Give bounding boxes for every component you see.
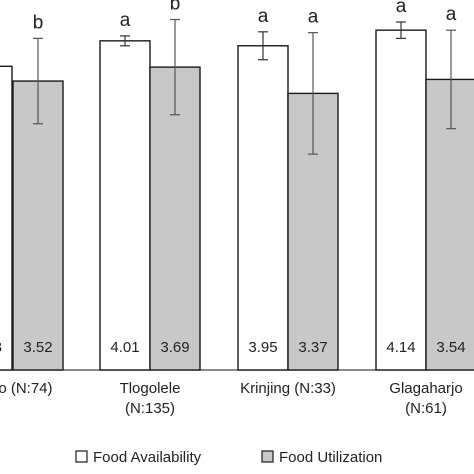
bar-availability-0-partial xyxy=(0,65,13,371)
data-label: 3.95 xyxy=(248,339,277,356)
bar-availability-3 xyxy=(375,29,427,371)
category-label: wo (N:74) xyxy=(0,380,53,397)
data-label: 4.14 xyxy=(386,339,415,356)
bar-utilization-3 xyxy=(425,78,474,371)
legend-swatch xyxy=(261,450,274,463)
data-label: 3.54 xyxy=(436,339,465,356)
data-label-partial: 3 xyxy=(0,339,2,356)
significance-letter: b xyxy=(170,0,181,15)
bar-availability-2 xyxy=(237,45,289,371)
bar-availability-1 xyxy=(99,40,151,371)
category-label: (N:61) xyxy=(405,400,447,417)
significance-letter: b xyxy=(33,12,44,33)
data-label: 3.69 xyxy=(160,339,189,356)
category-label: (N:135) xyxy=(125,400,175,417)
significance-letter: a xyxy=(120,10,131,31)
significance-letter: a xyxy=(396,0,407,17)
significance-letter: a xyxy=(446,4,457,25)
legend-label: Food Utilization xyxy=(279,449,382,466)
category-label: Tlogolele xyxy=(120,380,181,397)
category-label: Glagaharjo xyxy=(389,380,462,397)
bar-utilization-1 xyxy=(149,66,201,371)
legend-swatch xyxy=(75,450,88,463)
data-label: 3.52 xyxy=(23,339,52,356)
data-label: 3.37 xyxy=(298,339,327,356)
category-label: Krinjing (N:33) xyxy=(240,380,336,397)
significance-letter: a xyxy=(258,6,269,27)
bar-utilization-0 xyxy=(12,80,64,371)
legend-label: Food Availability xyxy=(93,449,202,466)
data-label: 4.01 xyxy=(110,339,139,356)
significance-letter: a xyxy=(308,7,319,28)
